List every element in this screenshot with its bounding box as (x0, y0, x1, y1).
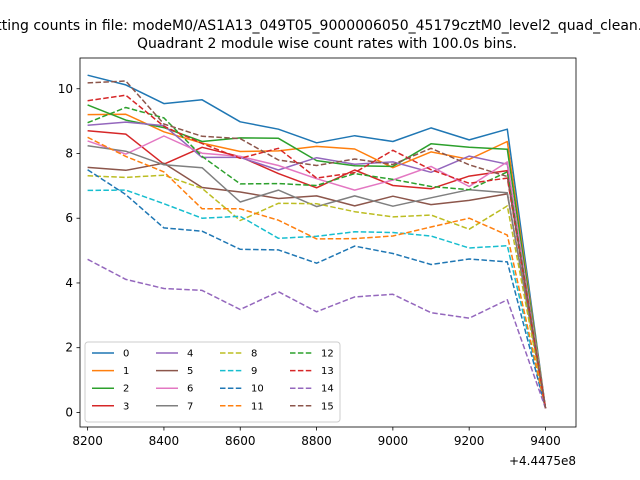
y-tick-label: 6 (65, 211, 73, 225)
legend-label-13: 13 (321, 366, 334, 377)
y-axis-ticks: 0 2 4 6 8 10 (58, 82, 80, 419)
legend-label-11: 11 (251, 401, 264, 412)
series-line-0 (87, 74, 547, 409)
figure-suptitle: Plotting counts in file: modeM0/AS1A13_0… (0, 18, 640, 34)
legend-label-10: 10 (251, 384, 264, 395)
y-tick-label: 2 (65, 341, 73, 355)
x-tick-label: 8600 (225, 434, 256, 448)
legend-label-8: 8 (251, 349, 257, 360)
y-tick-label: 0 (65, 405, 73, 419)
series-line-8 (87, 174, 547, 409)
series-line-6 (87, 135, 547, 409)
series-line-5 (87, 162, 547, 409)
legend-label-4: 4 (187, 349, 193, 360)
series-line-9 (87, 189, 547, 409)
legend-label-1: 1 (123, 366, 129, 377)
legend-label-7: 7 (187, 401, 193, 412)
y-tick-label: 8 (65, 146, 73, 160)
legend-label-0: 0 (123, 349, 129, 360)
legend-label-15: 15 (321, 401, 334, 412)
series-line-11 (87, 136, 547, 409)
series-line-13 (87, 94, 547, 409)
plot-area (87, 74, 547, 409)
series-line-1 (87, 113, 547, 409)
x-axis-ticks: 8200 8400 8600 8800 9000 9200 9400 (72, 427, 561, 448)
x-tick-label: 9400 (530, 434, 561, 448)
axes-frame (79, 57, 577, 428)
series-line-15 (87, 80, 547, 409)
legend-label-5: 5 (187, 366, 193, 377)
series-line-2 (87, 104, 547, 409)
y-tick-label: 10 (58, 82, 73, 96)
x-tick-label: 8400 (149, 434, 180, 448)
x-tick-label: 8200 (72, 434, 103, 448)
chart-title: Quadrant 2 module wise count rates with … (137, 36, 517, 52)
x-axis-offset-label: +4.4475e8 (509, 454, 576, 468)
legend-label-14: 14 (321, 384, 334, 395)
legend-label-9: 9 (251, 366, 257, 377)
legend-box (84, 341, 341, 423)
series-line-12 (87, 106, 547, 409)
legend-label-6: 6 (187, 384, 193, 395)
legend-label-2: 2 (123, 384, 129, 395)
legend-label-3: 3 (123, 401, 129, 412)
y-tick-label: 4 (65, 276, 73, 290)
series-line-10 (87, 169, 547, 409)
series-line-14 (87, 258, 547, 409)
x-tick-label: 8800 (301, 434, 332, 448)
x-tick-label: 9200 (454, 434, 485, 448)
legend-label-12: 12 (321, 349, 334, 360)
x-tick-label: 9000 (378, 434, 409, 448)
